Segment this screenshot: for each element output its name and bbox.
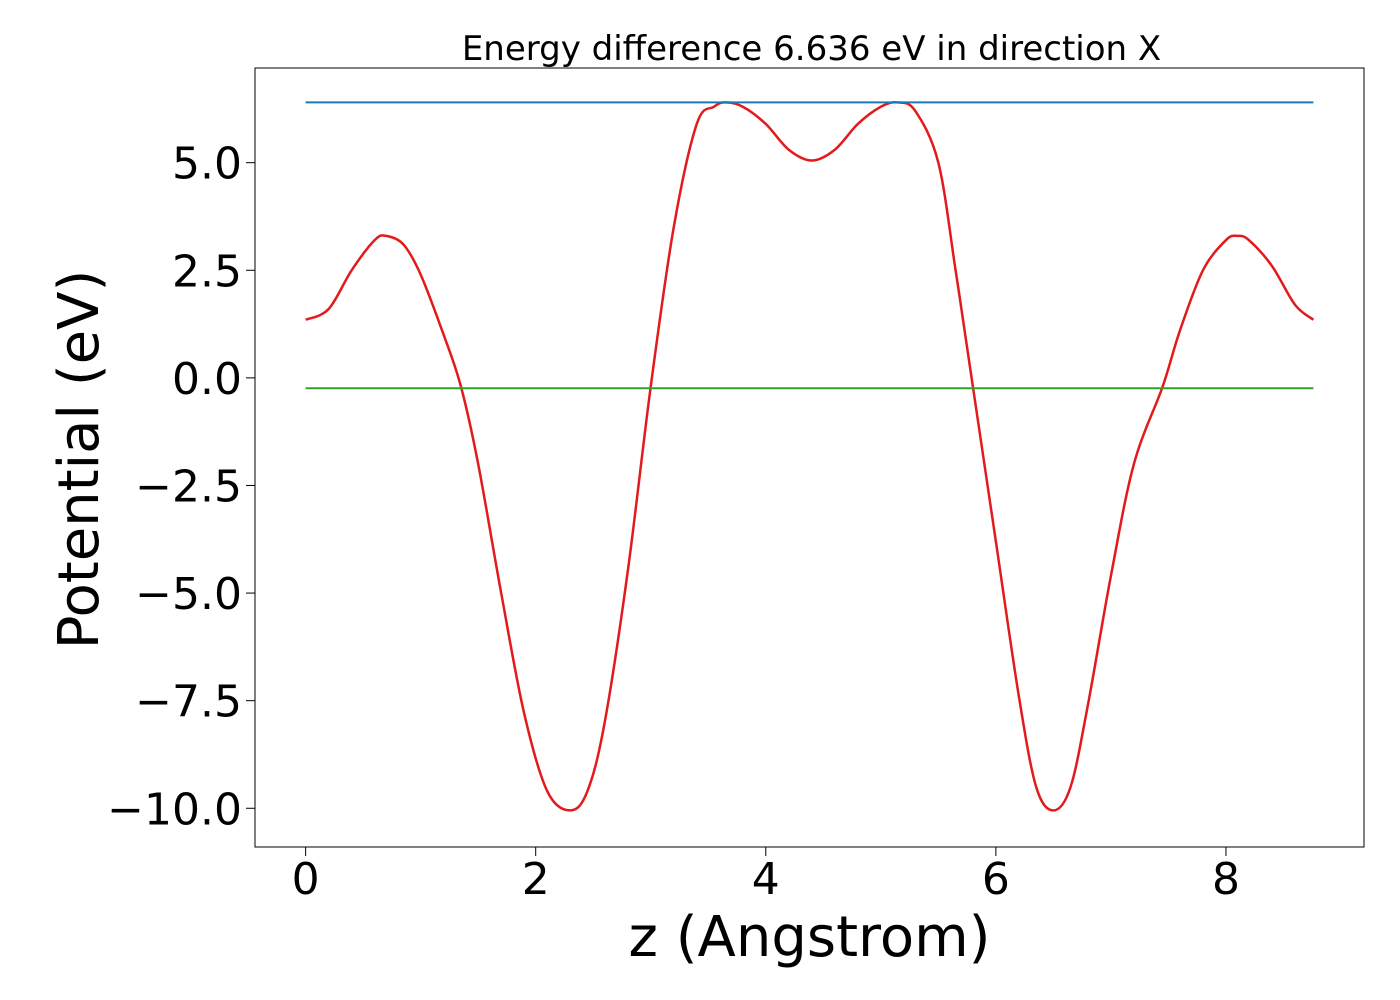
y-tick-label: −2.5 — [135, 461, 242, 512]
x-tick-label: 0 — [292, 854, 320, 905]
y-tick-label: 5.0 — [172, 139, 242, 190]
y-axis-ticks: 5.0 2.5 0.0 −2.5 −5.0 −7.5 −10.0 — [107, 139, 255, 835]
x-tick-label: 4 — [752, 854, 780, 905]
series-line-1 — [305, 101, 1315, 812]
y-tick-label: 0.0 — [172, 354, 242, 405]
y-tick-label: −5.0 — [135, 569, 242, 620]
plot-frame — [254, 67, 1365, 848]
y-tick-label: 2.5 — [172, 246, 242, 297]
y-tick-label: −10.0 — [107, 784, 242, 835]
x-axis-title: z (Angstrom) — [629, 905, 991, 970]
x-tick-label: 8 — [1212, 854, 1240, 905]
series-layer — [305, 101, 1315, 812]
x-tick-label: 2 — [522, 854, 550, 905]
x-axis-ticks: 0 2 4 6 8 — [292, 847, 1240, 905]
chart-title: Energy difference 6.636 eV in direction … — [462, 29, 1161, 69]
y-tick-label: −7.5 — [135, 677, 242, 728]
x-tick-label: 6 — [982, 854, 1010, 905]
y-axis-title: Potential (eV) — [47, 270, 112, 650]
